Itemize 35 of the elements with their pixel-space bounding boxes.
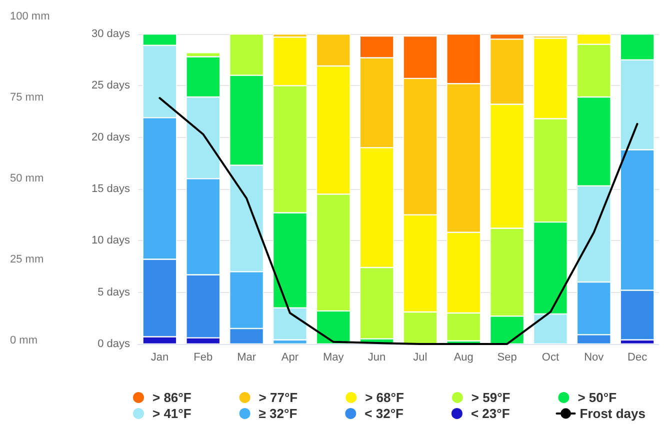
line-series [158, 97, 638, 345]
x-tick-label: May [322, 352, 344, 364]
text: 0 mm [10, 334, 38, 346]
x-tick-label: Jul [413, 352, 428, 364]
x-tick-label: Feb [194, 352, 213, 364]
legend-label: > 50°F [578, 390, 617, 405]
legend-label: > 59°F [471, 390, 510, 405]
text: 50 mm [10, 172, 44, 184]
legend-label: ≥ 32°F [258, 406, 298, 421]
x-tick-label: Oct [542, 352, 560, 364]
text: 75 mm [10, 92, 44, 104]
y-tick-label: 10 days [91, 234, 130, 247]
y-tick-label: 15 days [91, 183, 130, 195]
legend-label: > 68°F [365, 390, 404, 405]
x-tick-label: Jan [150, 352, 169, 364]
x-tick-label: Nov [584, 352, 604, 364]
x-tick-label: Dec [628, 352, 648, 364]
y-tick-label: 0 days [98, 338, 130, 350]
text: 100 mm [10, 10, 50, 22]
text: 25 mm [10, 254, 44, 266]
y-tick-label: 5 days [98, 286, 130, 298]
legend-label: < 23°F [470, 406, 510, 421]
x-tick-label: Aug [454, 352, 474, 364]
legend-label: < 32°F [364, 406, 404, 421]
y-tick-label: 20 days [91, 131, 130, 144]
x-tick-label: Sep [497, 352, 517, 364]
y-tick-label: 30 days [91, 28, 130, 40]
x-tick-label: Jun [368, 352, 386, 364]
x-tick-label: Apr [281, 352, 299, 364]
legend-label: > 86°F [152, 390, 192, 405]
legend-label: > 77°F [258, 390, 298, 405]
y-tick-label: 25 days [91, 80, 130, 92]
legend-label: > 41°F [152, 406, 192, 421]
x-tick-label: Mar [237, 352, 256, 364]
legend-label: Frost days [580, 406, 646, 421]
